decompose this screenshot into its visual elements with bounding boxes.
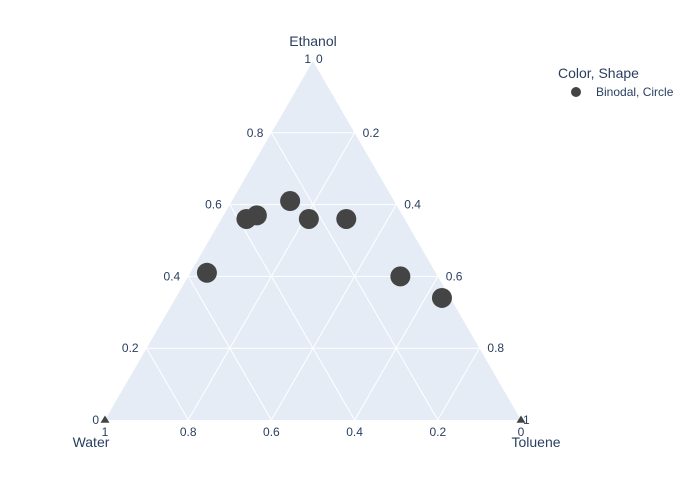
tick-label-ethanol: 0.4 [164,269,181,283]
tick-label-water: 1 [102,425,109,439]
grid-line-toluene [354,276,439,421]
binodal-point[interactable] [246,205,267,226]
grid-line-toluene [437,347,480,421]
grid-line-water [146,347,189,421]
binodal-point[interactable] [196,262,217,283]
tick-label-corner-right: 0 [518,425,525,439]
tick-labels: 0.20.40.60.810.20.40.60.810.20.40.60.810… [92,52,530,439]
binodal-point[interactable] [336,208,357,229]
tick-label-corner-left: 0 [92,413,99,427]
axis-title-water: Water [73,434,110,450]
grid-line-toluene [270,204,397,421]
grid [146,132,480,421]
binodal-point[interactable] [280,191,301,212]
legend-entry-binodal[interactable]: Binodal, Circle [596,85,674,99]
tick-label-toluene: 0.4 [404,198,421,212]
legend[interactable]: Color, Shape Binodal, Circle [558,65,674,99]
markers [100,191,526,423]
tick-label-corner-top: 0 [316,52,323,66]
tick-label-toluene: 0.8 [487,341,504,355]
binodal-point[interactable] [431,287,452,308]
ternary-background [105,61,521,420]
tick-label-toluene: 0.2 [363,126,380,140]
tick-label-water: 0.2 [429,425,446,439]
tick-label-ethanol: 1 [304,52,311,66]
vertex-marker [516,415,526,423]
axis-title-toluene: Toluene [511,434,560,450]
tick-label-ethanol: 0.8 [247,126,264,140]
axis-title-ethanol: Ethanol [289,33,336,49]
grid-line-water [187,276,272,421]
tick-label-water: 0.4 [346,425,363,439]
vertex-marker [100,415,110,423]
legend-title: Color, Shape [558,65,639,81]
tick-label-ethanol: 0.2 [122,341,139,355]
legend-marker-circle [571,87,581,97]
tick-label-toluene: 0.6 [446,269,463,283]
tick-label-water: 0.8 [180,425,197,439]
grid-line-water [229,204,356,421]
tick-label-ethanol: 0.6 [205,198,222,212]
tick-label-water: 0.6 [263,425,280,439]
binodal-point[interactable] [390,266,411,287]
binodal-point[interactable] [298,208,319,229]
tick-label-toluene: 1 [523,413,530,427]
